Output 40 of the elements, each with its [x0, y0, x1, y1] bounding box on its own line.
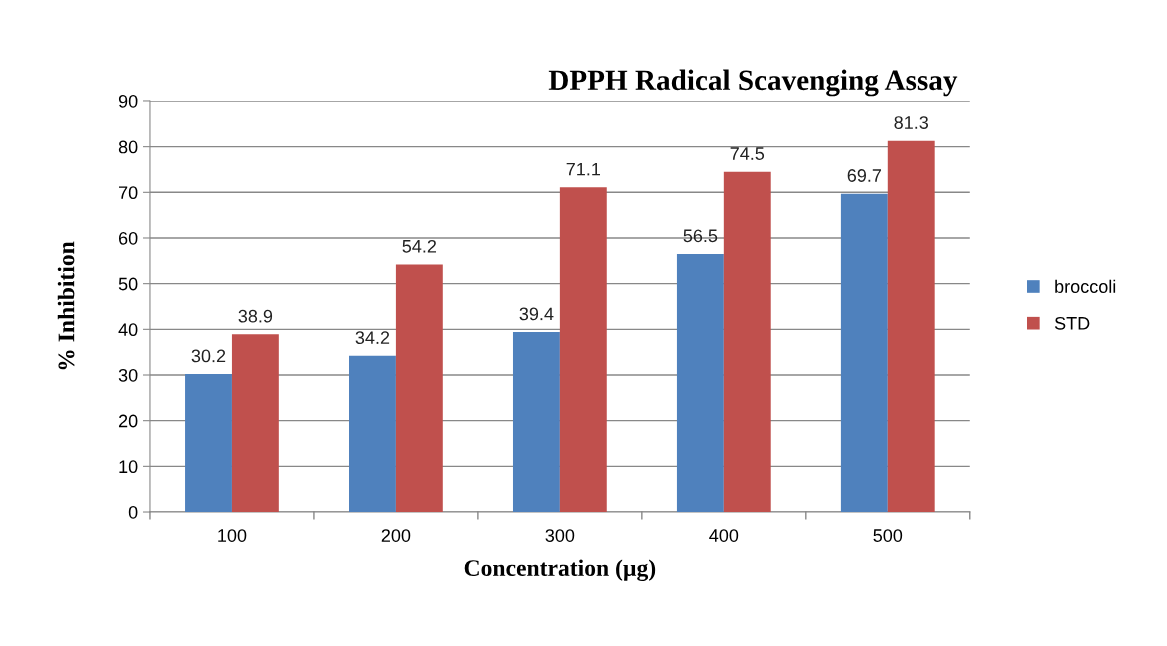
- y-tick-label: 0: [128, 505, 138, 519]
- y-tick-label: 60: [118, 231, 138, 245]
- y-tick-label: 40: [118, 323, 138, 337]
- data-label: 34.2: [355, 331, 390, 345]
- bar: [231, 334, 279, 513]
- data-label: 39.4: [519, 307, 554, 321]
- data-label: 69.7: [847, 169, 882, 182]
- data-label: 38.9: [238, 309, 273, 323]
- x-tick-label: 500: [873, 529, 903, 542]
- bar: [559, 187, 607, 513]
- y-tick-label: 80: [118, 140, 138, 154]
- x-axis-title: Concentration (µg): [464, 559, 656, 581]
- bar: [840, 193, 888, 513]
- bar: [185, 374, 232, 513]
- y-tick-label: 30: [118, 368, 138, 382]
- data-label: 71.1: [566, 162, 601, 176]
- data-label: 30.2: [191, 349, 226, 363]
- bar: [349, 355, 396, 513]
- y-axis-title: % Inhibition: [57, 241, 75, 370]
- y-tick-label: 20: [118, 414, 138, 428]
- bar: [676, 253, 724, 513]
- chart-title: DPPH Radical Scavenging Assay: [548, 69, 958, 97]
- data-label: 56.5: [683, 229, 718, 243]
- legend-label: broccoli: [1055, 279, 1116, 293]
- x-tick-label: 400: [709, 529, 739, 542]
- x-tick-label: 100: [218, 529, 247, 542]
- bar: [512, 332, 560, 513]
- y-tick-label: 10: [119, 460, 138, 474]
- legend-label: STD: [1054, 316, 1090, 330]
- bar: [723, 171, 771, 513]
- x-tick-label: 300: [545, 529, 575, 542]
- data-label: 81.3: [894, 116, 929, 129]
- bar: [395, 264, 443, 513]
- y-tick-label: 90: [118, 94, 138, 108]
- y-tick-label: 50: [118, 277, 138, 291]
- x-tick-label: 200: [381, 529, 411, 542]
- data-label: 74.5: [730, 147, 765, 160]
- data-label: 54.2: [402, 239, 437, 253]
- bar: [887, 140, 935, 513]
- y-tick-label: 70: [119, 186, 138, 200]
